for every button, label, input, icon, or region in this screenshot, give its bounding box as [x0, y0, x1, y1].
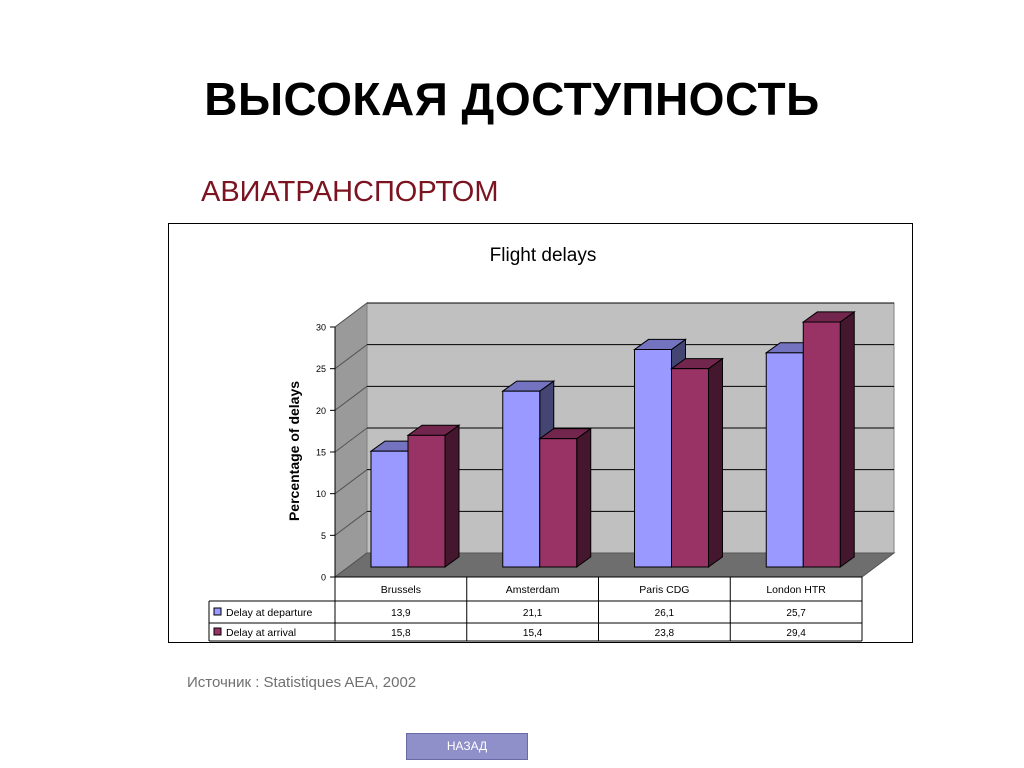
data-label: 26,1: [655, 608, 675, 619]
y-axis-label: Percentage of delays: [286, 381, 302, 521]
gridline-side: [334, 385, 368, 411]
data-label: 21,1: [523, 608, 543, 619]
gridline-side: [334, 552, 368, 578]
y-tick-label: 15: [316, 448, 326, 458]
data-label: 29,4: [786, 628, 806, 639]
y-tick-label: 5: [321, 531, 326, 541]
bar-arrival: [802, 321, 841, 568]
bar-side: [444, 424, 460, 568]
bar-side: [708, 357, 723, 568]
data-label: 25,7: [786, 608, 806, 619]
page-title: ВЫСОКАЯ ДОСТУПНОСТЬ: [204, 73, 820, 125]
x-tick-label: Amsterdam: [506, 584, 560, 596]
x-tick-label: Paris CDG: [639, 584, 689, 596]
data-label: 15,4: [523, 628, 543, 639]
legend-swatch: [213, 607, 222, 616]
chart-frame: Flight delays 0 5 10 15 20 25 30 Percentage of d…: [168, 223, 913, 643]
x-tick-label: Brussels: [381, 584, 421, 596]
bar-arrival: [407, 434, 446, 568]
gridline-side: [334, 344, 368, 370]
y-tick-label: 0: [321, 573, 326, 583]
data-label: 23,8: [655, 628, 675, 639]
data-label: 15,8: [391, 628, 411, 639]
back-button[interactable]: НАЗАД: [406, 733, 528, 760]
y-tick-label: 30: [316, 323, 326, 333]
bar-departure: [634, 349, 672, 568]
bar-side: [839, 310, 855, 568]
bar-arrival: [671, 368, 709, 568]
x-tick-label: London HTR: [766, 584, 826, 596]
gridline-side: [334, 469, 368, 495]
y-tick-label: 10: [316, 489, 326, 499]
gridline-side: [334, 510, 368, 536]
legend-entry: Delay at arrival: [226, 627, 296, 639]
y-tick-label: 25: [316, 364, 326, 374]
gridline-side: [334, 302, 368, 328]
data-label: 13,9: [391, 608, 411, 619]
bar-departure: [502, 390, 541, 568]
page-subtitle: АВИАТРАНСПОРТОМ: [201, 176, 499, 208]
bar-departure: [765, 352, 804, 568]
bar-arrival: [539, 438, 578, 568]
chart-title: Flight delays: [490, 245, 597, 266]
source-note: Источник : Statistiques AEA, 2002: [187, 674, 417, 691]
bar-departure: [370, 450, 409, 568]
y-tick-label: 20: [316, 406, 326, 416]
legend-swatch: [213, 627, 222, 636]
flight-delays-chart: Flight delays 0 5 10 15 20 25 30 Percentage of d…: [208, 245, 896, 642]
bar-side: [576, 427, 592, 568]
gridline-side: [334, 427, 368, 453]
legend-entry: Delay at departure: [226, 607, 313, 619]
